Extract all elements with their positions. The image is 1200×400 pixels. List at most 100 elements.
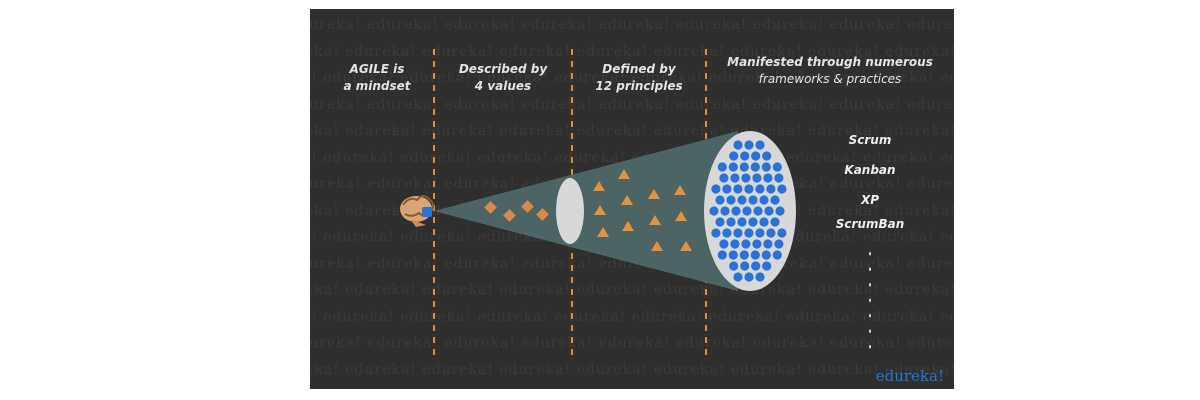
practice-dot [730, 173, 740, 183]
watermark-row: edureka! edureka! edureka! edureka! edur… [310, 149, 954, 166]
stage-label-frameworks: Manifested through numerous frameworks &… [712, 54, 948, 88]
practice-dot [731, 206, 741, 216]
practice-dot [770, 217, 780, 227]
agile-diagram: edureka! edureka! edureka! edureka! edur… [310, 9, 954, 389]
principle-triangle [648, 189, 660, 199]
practice-dot [715, 217, 725, 227]
practice-dot [774, 239, 784, 249]
practice-dot [744, 272, 754, 282]
practice-dot [762, 261, 772, 271]
practice-dot [709, 206, 719, 216]
practice-dot [744, 140, 754, 150]
watermark-row: edureka! edureka! edureka! edureka! edur… [310, 361, 954, 378]
watermark-row: edureka! edureka! edureka! edureka! edur… [310, 96, 954, 113]
practice-dot [755, 140, 765, 150]
practice-dot [715, 195, 725, 205]
practice-dot [751, 261, 761, 271]
practice-dot [722, 184, 732, 194]
practice-dot [733, 140, 743, 150]
stage-label-line: Defined by [602, 62, 676, 76]
stage-label-line: a mindset [343, 79, 411, 93]
practice-dot [711, 184, 721, 194]
practice-dot [752, 239, 762, 249]
watermark-row: edureka! edureka! edureka! edureka! edur… [310, 308, 954, 325]
stage-label-line: frameworks & practices [758, 72, 902, 86]
practice-dot [770, 195, 780, 205]
watermark-row: edureka! edureka! edureka! edureka! edur… [310, 282, 954, 298]
practice-dot [722, 228, 732, 238]
practice-dot [755, 184, 765, 194]
watermark-row: edureka! edureka! edureka! edureka! edur… [310, 43, 954, 60]
watermark-row: edureka! edureka! edureka! edureka! edur… [310, 70, 954, 86]
watermark-row: edureka! edureka! edureka! edureka! edur… [310, 335, 954, 351]
practice-dot [744, 184, 754, 194]
practice-dot [741, 239, 751, 249]
framework-kanban: Kanban [844, 163, 896, 177]
principle-triangle [618, 169, 630, 179]
principle-triangle [651, 241, 663, 251]
stage-label-line: 4 values [474, 79, 532, 93]
practice-dot [737, 217, 747, 227]
practice-dot [729, 151, 739, 161]
practice-dot [748, 217, 758, 227]
practice-dot [755, 272, 765, 282]
practice-dot [755, 228, 765, 238]
practice-dot [728, 250, 738, 260]
principle-triangle [594, 205, 606, 215]
practice-dot [763, 239, 773, 249]
practice-dot [711, 228, 721, 238]
principle-triangle [675, 211, 687, 221]
practice-dots [709, 140, 787, 282]
practice-dot [750, 250, 760, 260]
framework-scrumban: ScrumBan [835, 217, 905, 231]
stage-label-values: Described by 4 values [442, 61, 564, 95]
principle-triangle [680, 241, 692, 251]
practice-dot [729, 261, 739, 271]
practice-dot [762, 151, 772, 161]
watermark-row: edureka! edureka! edureka! edureka! edur… [310, 123, 954, 139]
diagram-graphic [400, 49, 871, 359]
principle-triangle [597, 227, 609, 237]
brain-head-icon [400, 195, 435, 227]
value-diamond [484, 201, 497, 214]
practice-dot [766, 228, 776, 238]
principle-triangle [674, 185, 686, 195]
principle-triangle [622, 221, 634, 231]
practice-dot [739, 162, 749, 172]
framework-scrum: Scrum [848, 133, 892, 147]
practice-dot [777, 228, 787, 238]
practice-dot [733, 228, 743, 238]
edureka-logo: edureka! [875, 367, 944, 385]
practice-dot [761, 250, 771, 260]
stage-label-line: Manifested through numerous [727, 55, 933, 69]
practice-dot [740, 261, 750, 271]
practice-dot [772, 162, 782, 172]
practice-dot [751, 151, 761, 161]
practice-dot [739, 250, 749, 260]
practice-dot [759, 195, 769, 205]
practice-dot [750, 162, 760, 172]
practice-dot [753, 206, 763, 216]
practice-dot [726, 217, 736, 227]
watermark-row: edureka! edureka! edureka! edureka! edur… [310, 17, 954, 33]
stage-label-line: 12 principles [595, 79, 683, 93]
practice-dot [759, 217, 769, 227]
stage-label-principles: Defined by 12 principles [580, 61, 698, 95]
practice-dot [726, 195, 736, 205]
practice-dot [737, 195, 747, 205]
practice-dot [763, 173, 773, 183]
practice-dot [717, 162, 727, 172]
practice-dot [740, 151, 750, 161]
principle-triangle [621, 195, 633, 205]
principles-lens [556, 178, 584, 244]
practice-dot [775, 206, 785, 216]
practice-dot [720, 206, 730, 216]
practice-dot [733, 184, 743, 194]
principle-triangle [593, 181, 605, 191]
principle-triangle [649, 215, 661, 225]
practice-dot [730, 239, 740, 249]
practice-dot [752, 173, 762, 183]
practice-dot [761, 162, 771, 172]
practice-dot [719, 173, 729, 183]
practice-dot [777, 184, 787, 194]
